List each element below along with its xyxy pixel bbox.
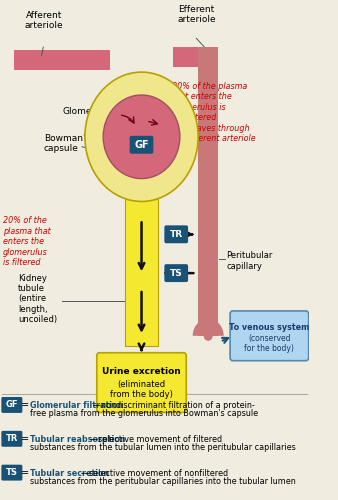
Text: =: = [21, 400, 29, 410]
FancyBboxPatch shape [1, 431, 22, 447]
Text: —selective movement of filtered: —selective movement of filtered [90, 436, 222, 444]
Text: TS: TS [6, 468, 18, 477]
Text: Glomerulus: Glomerulus [62, 108, 114, 116]
Text: substances from the peritubular capillaries into the tubular lumen: substances from the peritubular capillar… [30, 477, 296, 486]
Bar [198, 47, 218, 336]
Bar [14, 50, 111, 70]
FancyBboxPatch shape [1, 464, 22, 480]
Text: Peritubular
capillary: Peritubular capillary [226, 252, 273, 271]
FancyBboxPatch shape [164, 226, 188, 244]
Text: Kidney
tubule
(entire
length,
uncoiled): Kidney tubule (entire length, uncoiled) [18, 274, 57, 324]
Text: Glomerular filtration: Glomerular filtration [30, 402, 123, 410]
Text: Urine excretion: Urine excretion [102, 367, 181, 376]
FancyBboxPatch shape [164, 264, 188, 282]
Text: (eliminated
from the body): (eliminated from the body) [110, 380, 173, 399]
FancyBboxPatch shape [1, 397, 22, 413]
Bar [173, 47, 218, 67]
Text: 20% of the
plasma that
enters the
glomerulus
is filtered: 20% of the plasma that enters the glomer… [3, 216, 50, 267]
Text: Afferent
arteriole: Afferent arteriole [25, 11, 63, 30]
Text: (conserved
for the body): (conserved for the body) [244, 334, 294, 353]
Text: TR: TR [6, 434, 18, 444]
Text: Tubular secretion: Tubular secretion [30, 469, 110, 478]
Text: Bowman's
capsule: Bowman's capsule [44, 134, 90, 154]
Text: 80% of the plasma
that enters the
glomerulus is
not filtered
and leaves through
: 80% of the plasma that enters the glomer… [172, 82, 255, 143]
Circle shape [103, 95, 180, 178]
Text: TR: TR [170, 230, 183, 239]
Text: =: = [21, 468, 29, 477]
FancyBboxPatch shape [97, 352, 186, 412]
Text: TS: TS [170, 268, 183, 278]
Text: GF: GF [6, 400, 18, 409]
FancyBboxPatch shape [130, 136, 153, 154]
Bar [125, 200, 158, 346]
Text: —nondiscriminant filtration of a protein-: —nondiscriminant filtration of a protein… [93, 402, 255, 410]
Wedge shape [193, 319, 224, 341]
Text: Efferent
arteriole: Efferent arteriole [177, 5, 216, 24]
Text: Tubular reabsorption: Tubular reabsorption [30, 436, 126, 444]
Text: To venous system: To venous system [229, 324, 310, 332]
Text: free plasma from the glomerulus into Bowman's capsule: free plasma from the glomerulus into Bow… [30, 410, 258, 418]
Text: —selective movement of nonfiltered: —selective movement of nonfiltered [81, 469, 228, 478]
Ellipse shape [85, 72, 198, 202]
Text: GF: GF [134, 140, 149, 150]
Text: =: = [21, 434, 29, 444]
Text: substances from the tubular lumen into the peritubular capillaries: substances from the tubular lumen into t… [30, 444, 296, 452]
FancyBboxPatch shape [230, 311, 309, 360]
